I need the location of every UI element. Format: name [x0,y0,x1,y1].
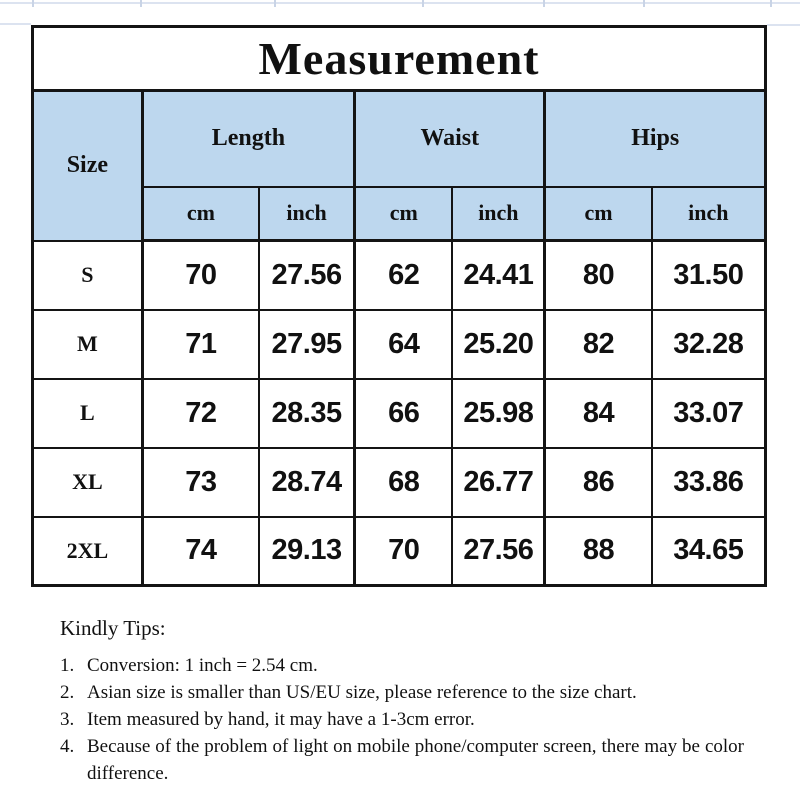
measurement-value: 71 [140,308,261,380]
tip-text: Asian size is smaller than US/EU size, p… [87,682,637,703]
title-row: Measurement [31,25,767,92]
measurement-value: 62 [353,239,454,311]
gridline-tick [770,0,772,7]
measurement-value: 82 [543,308,653,380]
measurement-value: 33.07 [650,377,767,449]
tips-heading: Kindly Tips: [60,616,166,640]
size-label: XL [31,446,144,518]
tip-text: Conversion: 1 inch = 2.54 cm. [87,655,318,676]
unit-header-waist-inch: inch [451,185,546,242]
measurement-value: 28.35 [258,377,356,449]
table-row-2xl: 2XL 74 29.13 70 27.56 88 34.65 [31,515,767,587]
tip-number: 3. [60,709,75,730]
measurement-value: 70 [140,239,261,311]
tip-number: 1. [60,655,75,676]
gridline-tick [32,0,34,7]
measurement-value: 34.65 [650,515,767,587]
table-row-s: S 70 27.56 62 24.41 80 31.50 [31,239,767,311]
unit-header-hips-inch: inch [650,185,767,242]
unit-header-length-cm: cm [140,185,261,242]
measurement-value: 74 [140,515,261,587]
tip-item-4: 4. Because of the problem of light on mo… [60,733,744,787]
measurement-value: 64 [353,308,454,380]
measurement-value: 24.41 [451,239,546,311]
tip-number: 4. [60,736,75,757]
size-label: S [31,239,144,311]
measurement-value: 73 [140,446,261,518]
right-gridline-segment [767,24,800,26]
tip-text: Item measured by hand, it may have a 1-3… [87,709,475,730]
measurement-value: 29.13 [258,515,356,587]
tip-item-1: 1. Conversion: 1 inch = 2.54 cm. [60,652,744,679]
gridline-tick [422,0,424,7]
gridline-tick [543,0,545,7]
measurement-value: 27.95 [258,308,356,380]
gridline-tick [140,0,142,7]
column-group-length: Length [140,89,356,188]
table-row-xl: XL 73 28.74 68 26.77 86 33.86 [31,446,767,518]
measurement-value: 25.98 [451,377,546,449]
measurement-value: 27.56 [451,515,546,587]
table-row-m: M 71 27.95 64 25.20 82 32.28 [31,308,767,380]
left-gridline-segment [0,23,31,25]
size-label: M [31,308,144,380]
gridline-tick [643,0,645,7]
column-group-hips: Hips [543,89,767,188]
tip-item-3: 3. Item measured by hand, it may have a … [60,706,744,733]
tip-item-2: 2. Asian size is smaller than US/EU size… [60,679,744,706]
measurement-value: 72 [140,377,261,449]
size-chart-table: Measurement Size Length Waist Hips cm in… [31,25,767,587]
measurement-value: 88 [543,515,653,587]
measurement-value: 26.77 [451,446,546,518]
measurement-value: 25.20 [451,308,546,380]
column-group-header-row: Size Length Waist Hips [31,89,767,242]
unit-header-length-inch: inch [258,185,356,242]
gridline-tick [274,0,276,7]
measurement-value: 70 [353,515,454,587]
measurement-value: 80 [543,239,653,311]
unit-header-hips-cm: cm [543,185,653,242]
tip-number: 2. [60,682,75,703]
measurement-value: 33.86 [650,446,767,518]
unit-header-waist-cm: cm [353,185,454,242]
top-gridline [0,2,800,4]
column-group-waist: Waist [353,89,546,188]
measurement-value: 68 [353,446,454,518]
size-column-header: Size [31,89,144,242]
measurement-value: 28.74 [258,446,356,518]
table-title: Measurement [31,25,767,92]
kindly-tips-section: Kindly Tips: 1. Conversion: 1 inch = 2.5… [60,615,744,787]
measurement-value: 84 [543,377,653,449]
size-label: L [31,377,144,449]
size-label: 2XL [31,515,144,587]
unit-header-row: cm inch cm inch cm inch [33,185,767,242]
table-row-l: L 72 28.35 66 25.98 84 33.07 [31,377,767,449]
measurement-value: 66 [353,377,454,449]
measurement-value: 31.50 [650,239,767,311]
measurement-value: 27.56 [258,239,356,311]
measurement-value: 32.28 [650,308,767,380]
tip-text: Because of the problem of light on mobil… [87,736,744,784]
measurement-value: 86 [543,446,653,518]
